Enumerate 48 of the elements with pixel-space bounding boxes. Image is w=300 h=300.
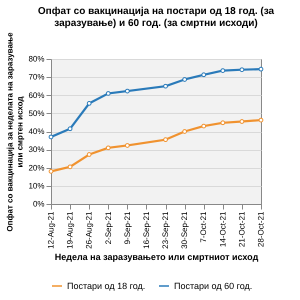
y-tick-label: 20% — [28, 163, 44, 172]
point — [182, 77, 188, 82]
point — [201, 124, 206, 128]
x-tick-label: 16-Sep-21 — [142, 210, 151, 249]
point — [48, 169, 54, 174]
point — [48, 134, 54, 140]
x-tick-label: 9-Sep-21 — [122, 210, 132, 244]
point — [68, 126, 72, 132]
point — [258, 118, 264, 122]
point — [240, 119, 244, 124]
legend-label: Постари од 18 год. — [67, 281, 146, 291]
point — [86, 101, 92, 106]
point — [106, 145, 111, 150]
y-tick-label: 70% — [28, 72, 44, 82]
x-tick-label: 7-Oct-21 — [199, 210, 208, 243]
y-tick-label: 50% — [28, 108, 44, 118]
point — [68, 164, 72, 170]
point — [201, 72, 206, 78]
y-tick-label: 60% — [28, 90, 44, 100]
x-axis-title: Недела на заразувањето или смртниот исход — [54, 252, 259, 262]
x-tick-label: 19-Aug-21 — [66, 210, 75, 249]
y-tick-label: 80% — [28, 54, 44, 64]
point — [106, 91, 111, 96]
point — [220, 120, 226, 126]
x-tick-label: 26-Aug-21 — [84, 210, 94, 249]
point — [182, 129, 188, 134]
point — [163, 137, 168, 142]
x-tick-label: 2-Sep-21 — [104, 210, 113, 244]
x-tick-label: 12-Aug-21 — [46, 210, 56, 249]
x-tick-label: 23-Sep-21 — [161, 210, 170, 249]
point — [86, 152, 92, 157]
x-tick-label: 30-Sep-21 — [180, 210, 190, 249]
x-tick-label: 21-Oct-21 — [237, 210, 246, 248]
y-tick-label: 10% — [28, 181, 44, 190]
point — [220, 68, 226, 73]
x-tick-label: 28-Oct-21 — [256, 210, 266, 248]
point — [124, 88, 130, 94]
point — [258, 66, 264, 72]
chart-title: Опфат со вакцинација на постари од 18 год. (за заразување) и 60 год. (за смртни исходи) — [38, 6, 275, 29]
point — [124, 143, 130, 148]
y-tick-label: 40% — [28, 127, 44, 136]
y-tick-label: 30% — [28, 145, 44, 154]
y-axis-title: Опфат со вакцинација за неделата на заразување или смртен исход — [5, 32, 24, 232]
point — [163, 84, 168, 89]
point — [240, 67, 244, 72]
legend-label: Постари од 60 год. — [174, 281, 252, 291]
x-tick-label: 14-Oct-21 — [218, 210, 228, 248]
y-tick-label: 0% — [32, 200, 44, 208]
